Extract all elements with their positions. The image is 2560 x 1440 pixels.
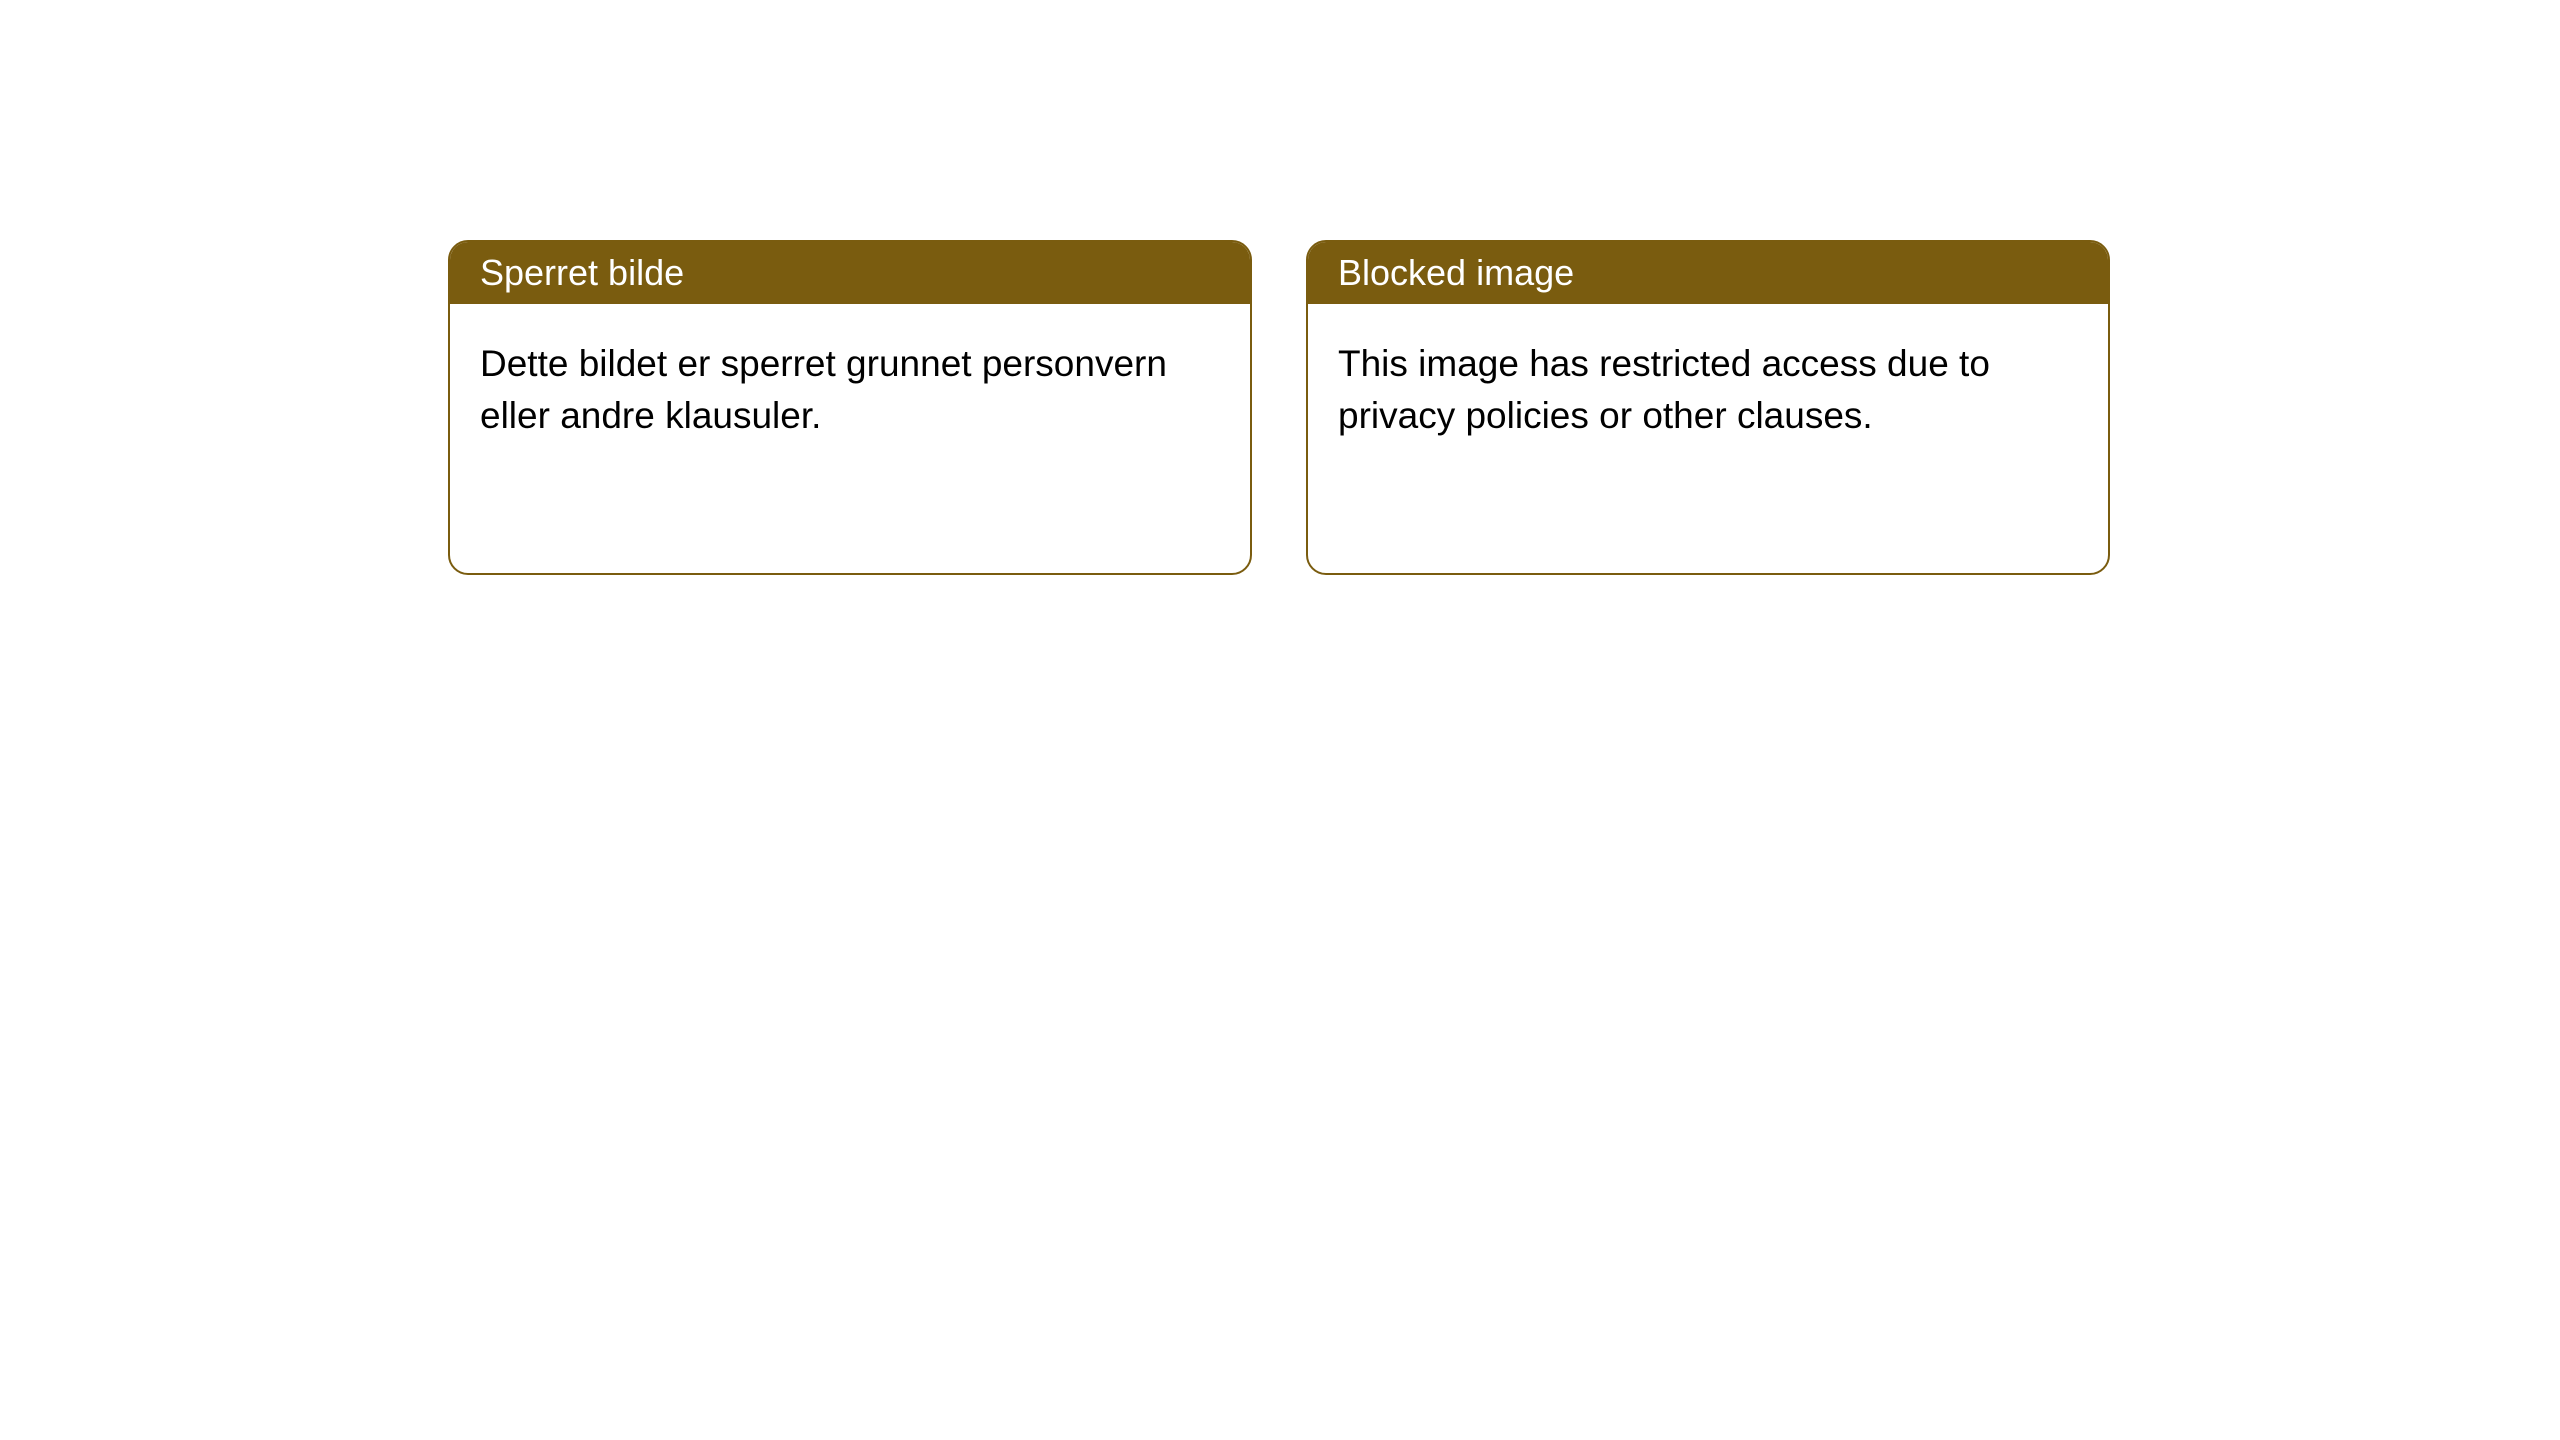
card-header-norwegian: Sperret bilde: [450, 242, 1250, 304]
card-english: Blocked image This image has restricted …: [1306, 240, 2110, 575]
blocked-image-cards: Sperret bilde Dette bildet er sperret gr…: [448, 240, 2110, 575]
card-norwegian: Sperret bilde Dette bildet er sperret gr…: [448, 240, 1252, 575]
card-header-english: Blocked image: [1308, 242, 2108, 304]
card-body-english: This image has restricted access due to …: [1308, 304, 2108, 476]
card-title: Sperret bilde: [480, 252, 684, 293]
card-text: This image has restricted access due to …: [1338, 343, 1990, 436]
card-body-norwegian: Dette bildet er sperret grunnet personve…: [450, 304, 1250, 476]
card-text: Dette bildet er sperret grunnet personve…: [480, 343, 1167, 436]
card-title: Blocked image: [1338, 252, 1574, 293]
